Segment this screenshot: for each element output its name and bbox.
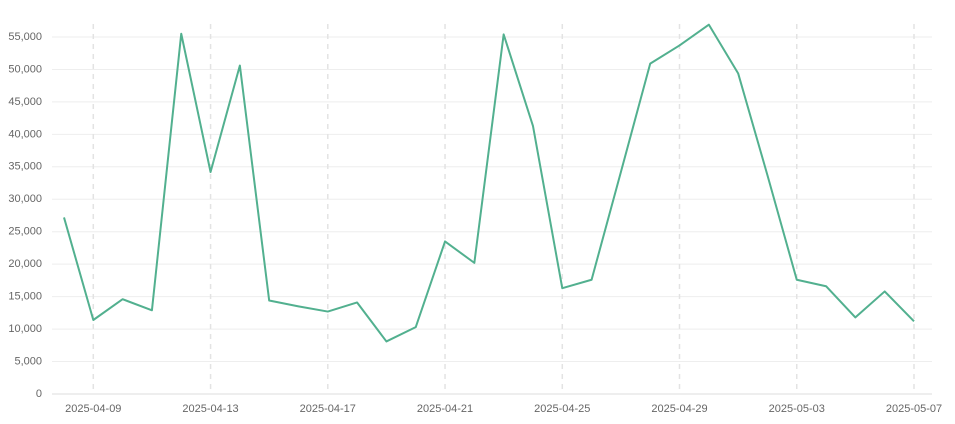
x-tick-label: 2025-04-25 [534,403,590,415]
x-tick-label: 2025-04-29 [651,403,707,415]
y-tick-label: 40,000 [8,128,42,140]
y-tick-label: 25,000 [8,226,42,238]
y-tick-label: 45,000 [8,96,42,108]
x-tick-label: 2025-04-17 [300,403,356,415]
y-tick-label: 50,000 [8,63,42,75]
y-tick-label: 30,000 [8,193,42,205]
y-tick-label: 55,000 [8,31,42,43]
y-tick-label: 5,000 [14,355,42,367]
x-tick-label: 2025-05-03 [769,403,825,415]
y-tick-label: 10,000 [8,323,42,335]
x-tick-label: 2025-04-09 [65,403,121,415]
x-tick-label: 2025-04-21 [417,403,473,415]
line [63,23,915,343]
x-tick-label: 2025-04-13 [182,403,238,415]
y-tick-label: 20,000 [8,258,42,270]
y-tick-label: 0 [36,388,42,400]
x-tick-label: 2025-05-07 [886,403,942,415]
y-tick-label: 15,000 [8,291,42,303]
y-tick-label: 35,000 [8,161,42,173]
